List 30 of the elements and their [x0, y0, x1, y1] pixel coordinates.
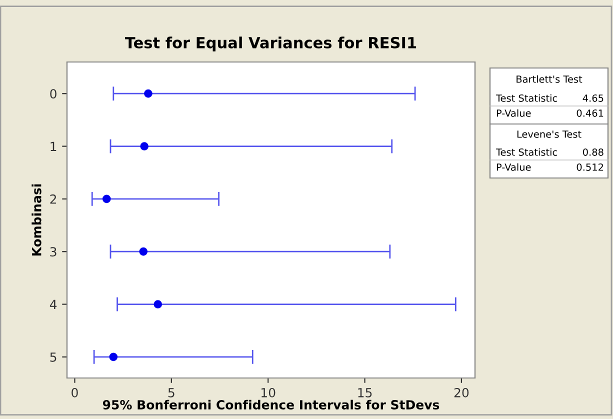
point — [102, 194, 111, 204]
text: P-Value — [496, 109, 531, 117]
y-tick-label: 4 — [50, 300, 57, 310]
text: 4.65 — [582, 94, 604, 102]
text: P-Value — [496, 163, 531, 171]
point — [109, 352, 118, 362]
x-tick-label: 5 — [168, 388, 174, 398]
text: Levene's Test — [517, 130, 582, 138]
text: Bartlett's Test — [516, 75, 582, 83]
text: Test Statistic — [496, 94, 558, 102]
x-tick-label: 15 — [358, 388, 372, 398]
y-tick-label: 2 — [50, 194, 56, 204]
y-tick-label: 0 — [50, 89, 56, 99]
y-tick-label: 3 — [50, 247, 56, 257]
text: 0.88 — [582, 148, 604, 156]
x-tick-label: 0 — [72, 388, 78, 398]
point — [140, 142, 149, 150]
text: 0.512 — [576, 163, 604, 171]
text: 0.461 — [576, 109, 604, 117]
x-tick-label: 20 — [454, 388, 469, 398]
text: Test Statistic — [496, 148, 558, 156]
point — [139, 247, 148, 256]
chart-title: Test for Equal Variances for RESI1 — [124, 36, 416, 52]
y-axis-title: Kombinasi — [32, 184, 42, 256]
x-axis-title: 95% Bonferroni Confidence Intervals for StDevs — [102, 400, 440, 410]
x-tick-label: 10 — [262, 388, 276, 398]
y-tick-label: 5 — [50, 352, 56, 362]
y-tick-label: 1 — [50, 142, 56, 152]
point — [154, 300, 162, 308]
point — [144, 89, 152, 98]
